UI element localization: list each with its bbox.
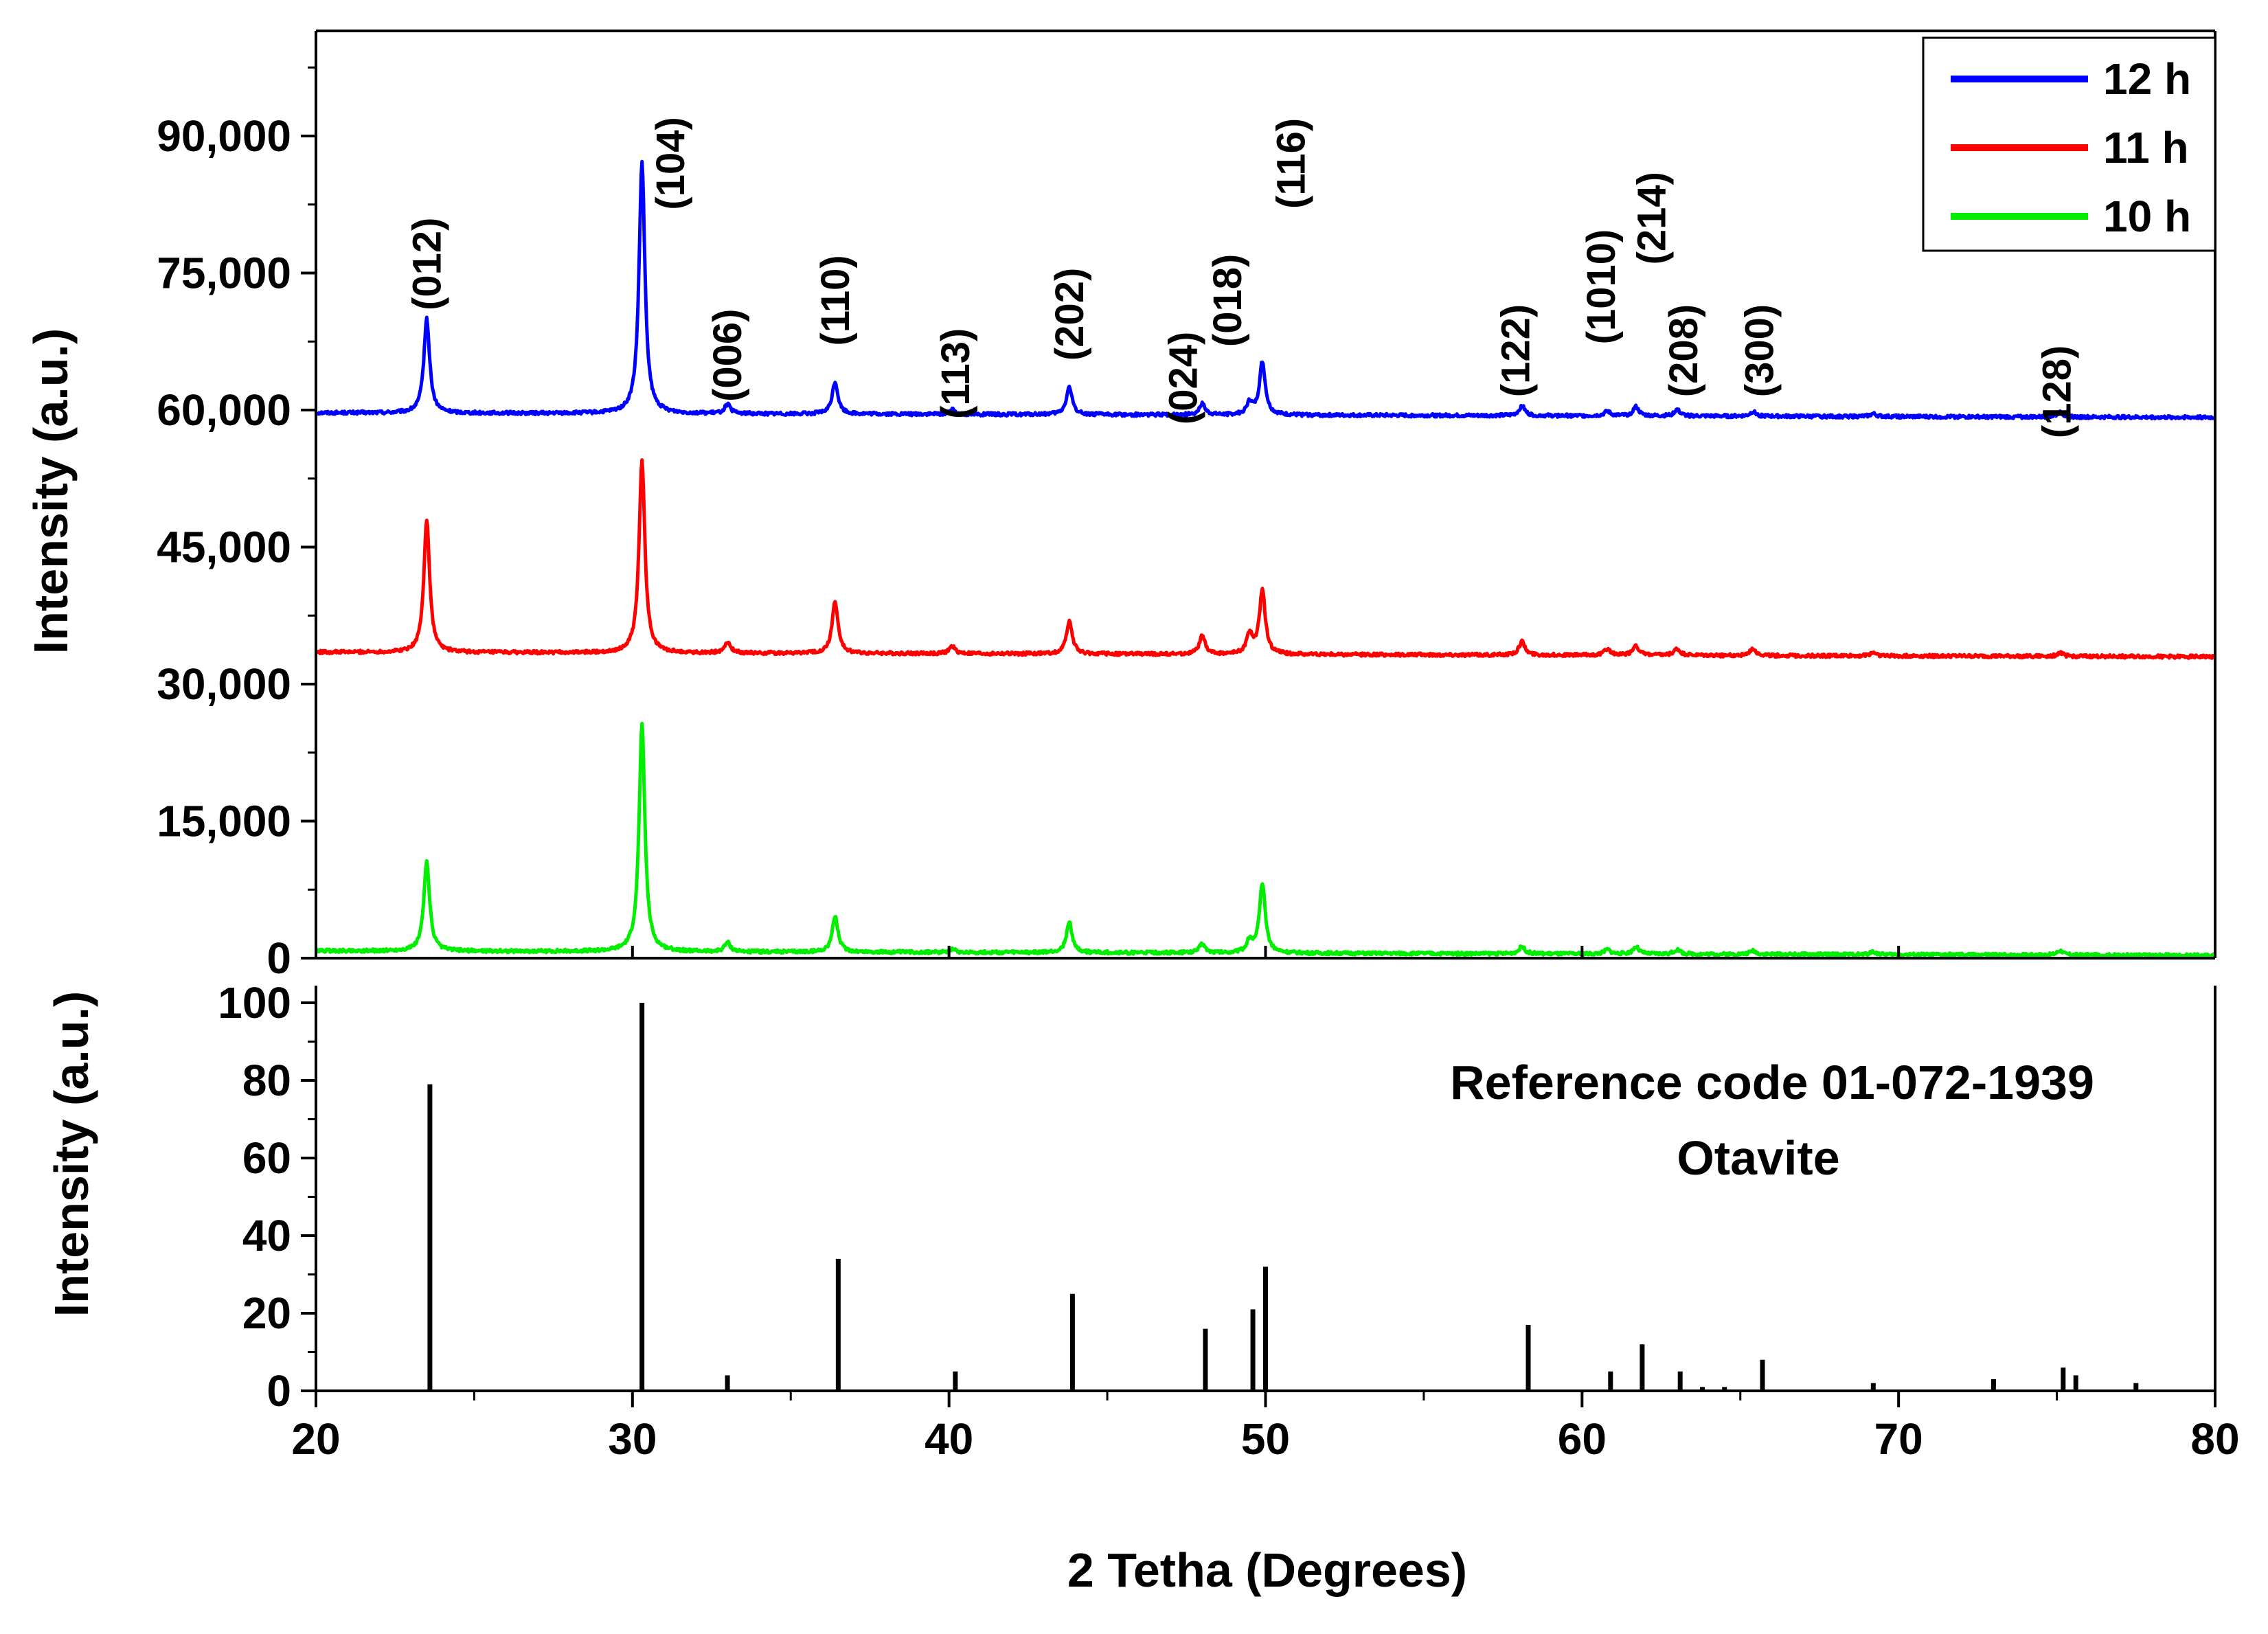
y-tick-label: 15,000 <box>157 797 291 846</box>
x-tick-label: 40 <box>925 1414 973 1464</box>
peak-label: (104) <box>648 117 693 209</box>
legend-label: 10 h <box>2103 192 2191 241</box>
x-tick-label: 80 <box>2190 1414 2239 1464</box>
y-tick-label: 0 <box>267 1366 291 1416</box>
y-tick-label: 60 <box>242 1133 291 1183</box>
bottom-panel-sticks <box>427 1003 2139 1391</box>
y-tick-label: 60,000 <box>157 385 291 435</box>
reference-code-label: Reference code 01-072-1939 <box>1450 1056 2094 1109</box>
y-tick-label: 20 <box>242 1289 291 1338</box>
peak-label: (113) <box>933 328 978 419</box>
x-axis-title: 2 Tetha (Degrees) <box>1067 1543 1467 1597</box>
y-tick-label: 40 <box>242 1211 291 1260</box>
x-tick-label: 60 <box>1558 1414 1607 1464</box>
y-tick-label: 80 <box>242 1056 291 1105</box>
peak-label: (110) <box>813 255 858 345</box>
peak-label: (202) <box>1047 268 1092 361</box>
y-tick-label: 30,000 <box>157 659 291 709</box>
x-tick-label: 70 <box>1874 1414 1923 1464</box>
x-tick-label: 50 <box>1241 1414 1290 1464</box>
peak-label: (006) <box>705 308 750 401</box>
y-tick-label: 75,000 <box>157 249 291 298</box>
legend: 12 h 11 h 10 h <box>1922 36 2216 252</box>
peak-label: (024) <box>1161 332 1206 424</box>
series-line-10h <box>314 721 2216 959</box>
series-line-11h <box>315 458 2217 660</box>
labels: 015,00030,00045,00060,00075,00090,000020… <box>24 111 2240 1597</box>
peak-label: (128) <box>2035 345 2080 438</box>
peak-label: (208) <box>1662 304 1706 397</box>
y-tick-label: 0 <box>267 933 291 983</box>
peak-label: (018) <box>1205 254 1250 347</box>
reference-name-label: Otavite <box>1677 1131 1839 1185</box>
peak-label: (1010) <box>1579 229 1624 345</box>
series-line-12h <box>315 159 2216 421</box>
bottom-y-axis-title: Intensity (a.u.) <box>45 991 98 1317</box>
peak-label: (116) <box>1269 118 1313 209</box>
legend-label: 12 h <box>2103 54 2191 104</box>
top-panel-series <box>314 159 2217 959</box>
y-tick-label: 100 <box>218 978 291 1028</box>
top-y-axis-title: Intensity (a.u.) <box>24 328 78 654</box>
peak-label: (012) <box>405 217 449 310</box>
legend-label: 11 h <box>2103 123 2189 172</box>
x-tick-label: 30 <box>608 1414 657 1464</box>
peak-label: (300) <box>1737 304 1782 397</box>
peak-label: (214) <box>1630 172 1675 264</box>
x-tick-label: 20 <box>291 1414 340 1464</box>
y-tick-label: 90,000 <box>157 111 291 161</box>
peak-label: (122) <box>1494 304 1539 397</box>
y-tick-label: 45,000 <box>157 523 291 572</box>
